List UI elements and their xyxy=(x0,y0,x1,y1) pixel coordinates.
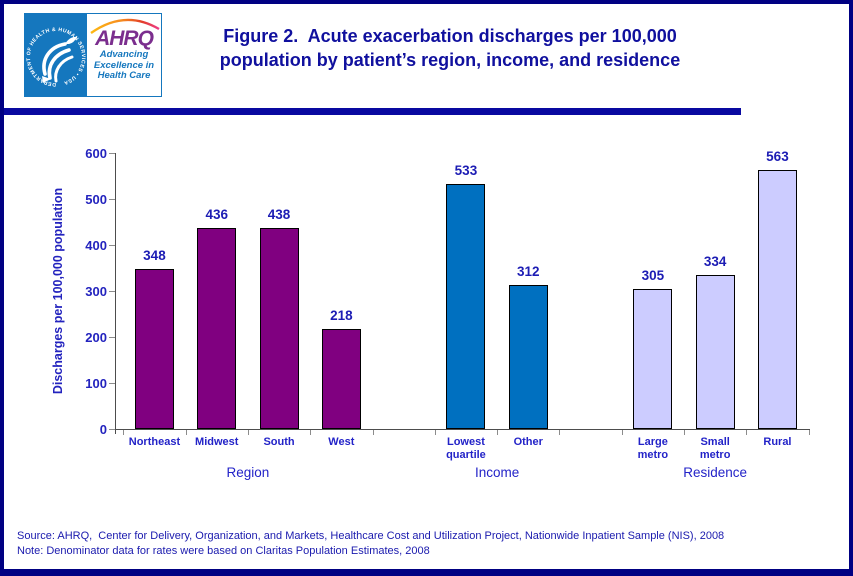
bar-lowest-quartile xyxy=(446,183,486,429)
bar-chart: Discharges per 100,000 population 0 100 20… xyxy=(4,4,849,572)
bar-value-label-rural: 563 xyxy=(766,149,789,165)
x-axis-tick xyxy=(808,430,810,435)
bar-value-label-west: 218 xyxy=(330,307,353,323)
y-axis-tick xyxy=(109,291,115,292)
x-category-label-northeast: Northeast xyxy=(128,436,181,448)
y-axis-line xyxy=(115,153,116,434)
bottom-accent-bar xyxy=(4,569,849,572)
hhs-eagle-icon: DEPARTMENT OF HEALTH & HUMAN SERVICES • … xyxy=(26,27,86,87)
y-axis-tick-label: 300 xyxy=(85,284,107,299)
bar-value-label-midwest: 436 xyxy=(205,207,229,223)
y-axis-tick xyxy=(109,429,115,430)
x-axis-tick xyxy=(123,430,125,435)
bar-small-metro xyxy=(695,275,735,429)
x-axis-tick xyxy=(185,430,187,435)
group-label-residence: Residence xyxy=(683,465,748,480)
bar-other xyxy=(508,285,548,429)
y-axis-tick-label: 500 xyxy=(85,192,107,207)
ahrq-tagline: Advancing Excellence in Health Care xyxy=(87,49,161,82)
bar-value-label-small-metro: 334 xyxy=(703,254,727,270)
y-axis-tick xyxy=(109,337,115,338)
denominator-note: Note: Denominator data for rates were ba… xyxy=(17,545,430,557)
x-axis-tick xyxy=(372,430,374,435)
ahrq-logo: DEPARTMENT OF HEALTH & HUMAN SERVICES • … xyxy=(24,13,162,97)
bar-value-label-south: 438 xyxy=(267,206,291,222)
y-axis-tick-label: 0 xyxy=(99,422,107,437)
group-label-region: Region xyxy=(226,465,270,480)
x-axis-tick xyxy=(497,430,499,435)
x-axis-tick xyxy=(621,430,623,435)
source-note: Source: AHRQ, Center for Delivery, Organ… xyxy=(17,530,725,542)
x-category-label-midwest: Midwest xyxy=(195,436,239,448)
tagline-line1: Advancing xyxy=(99,49,149,60)
hhs-logo-panel: DEPARTMENT OF HEALTH & HUMAN SERVICES • … xyxy=(25,14,87,96)
y-axis-tick xyxy=(109,153,115,154)
tagline-line2: Excellence in xyxy=(93,59,155,71)
bar-value-label-northeast: 348 xyxy=(143,247,166,263)
y-axis-tick-label: 400 xyxy=(85,238,107,253)
bar-value-label-large-metro: 305 xyxy=(641,267,665,283)
y-axis-tick-label: 100 xyxy=(85,376,107,391)
x-category-label-lowest-quartile: Lowest quartile xyxy=(446,436,486,461)
tagline-line3: Health Care xyxy=(97,70,151,81)
x-axis-tick xyxy=(684,430,685,435)
x-axis-tick xyxy=(746,430,748,435)
bar-south xyxy=(259,227,299,429)
bar-value-label-lowest-quartile: 533 xyxy=(454,162,478,178)
x-axis-tick xyxy=(434,430,436,435)
rainbow-arc-icon xyxy=(90,18,160,34)
x-category-label-west: West xyxy=(328,436,355,448)
bar-large-metro xyxy=(633,288,673,429)
bar-value-label-other: 312 xyxy=(516,264,540,280)
x-axis-tick xyxy=(247,430,249,435)
x-category-label-large-metro: Large metro xyxy=(637,436,669,461)
x-category-label-rural: Rural xyxy=(763,436,792,448)
bar-rural xyxy=(757,170,797,429)
header-divider-bar xyxy=(4,108,741,115)
y-axis-tick xyxy=(109,199,115,200)
footer-notes: Source: AHRQ, Center for Delivery, Organ… xyxy=(17,529,847,559)
x-category-label-small-metro: Small metro xyxy=(699,436,731,461)
y-axis-tick-label: 600 xyxy=(85,146,107,161)
y-axis-tick xyxy=(109,245,115,246)
ahrq-acronym: AHRQ xyxy=(95,27,154,50)
figure-title: Figure 2. Acute exacerbation discharges … xyxy=(170,24,730,72)
x-axis-tick xyxy=(559,430,561,435)
bar-midwest xyxy=(197,228,237,429)
figure-title-line2: population by patient’s region, income, … xyxy=(219,50,681,70)
y-axis-tick-label: 200 xyxy=(85,330,107,345)
x-category-label-other: Other xyxy=(513,436,543,448)
figure-title-line1: Figure 2. Acute exacerbation discharges … xyxy=(223,26,677,46)
bar-northeast xyxy=(134,268,174,429)
x-category-label-south: South xyxy=(263,436,295,448)
x-axis-line xyxy=(115,429,810,430)
y-axis-tick xyxy=(109,383,115,384)
bar-west xyxy=(321,328,361,429)
x-axis-tick xyxy=(310,430,312,435)
ahrq-logo-text-panel: AHRQ Advancing Excellence in Health Care xyxy=(87,14,161,96)
group-label-income: Income xyxy=(474,465,520,480)
